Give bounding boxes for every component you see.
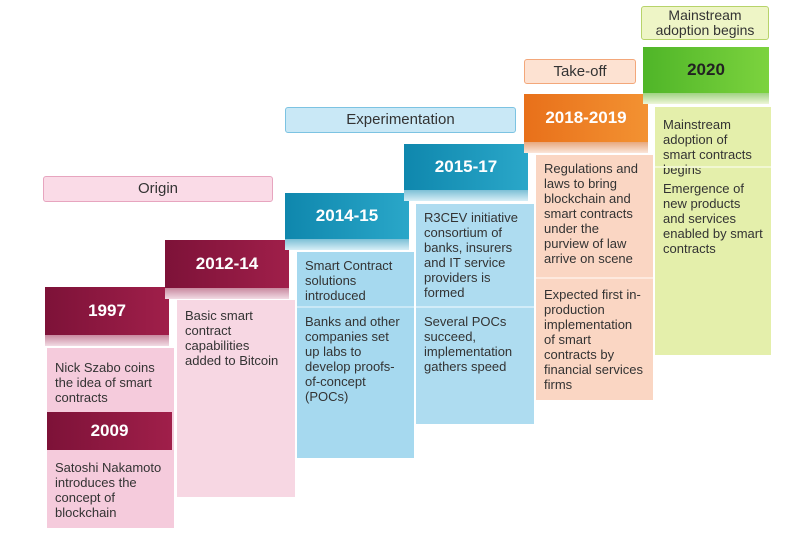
text-2014-15-b: Banks and other companies set up labs to…	[305, 314, 400, 404]
phase-label-experimentation: Experimentation	[285, 107, 516, 133]
text-2020-a: Mainstream adoption of smart contracts b…	[663, 117, 752, 177]
divider-2018-2019	[536, 277, 653, 279]
text-2009: Satoshi Nakamoto introduces the concept …	[55, 460, 162, 520]
text-2014-15-a: Smart Contract solutions introduced	[305, 258, 393, 303]
year-header-2009: 2009	[47, 412, 172, 450]
text-2015-17-b: Several POCs succeed, implementation gat…	[424, 314, 513, 374]
text-2015-17-a: R3CEV initiative consortium of banks, in…	[424, 210, 518, 300]
phase-label-mainstream-text: Mainstream adoption begins	[655, 7, 755, 38]
year-label-2009: 2009	[90, 421, 129, 440]
shadow-2020	[643, 93, 769, 104]
phase-label-mainstream: Mainstream adoption begins	[641, 6, 769, 40]
panel-2012-14	[177, 300, 295, 497]
phase-label-origin-text: Origin	[137, 180, 178, 198]
year-header-2014-15: 2014-15	[285, 193, 409, 239]
shadow-2015-17	[404, 190, 528, 201]
text-2018-2019-b: Expected first in-production implementat…	[544, 287, 643, 392]
shadow-2012-14	[165, 288, 289, 299]
year-header-2012-14: 2012-14	[165, 240, 289, 288]
phase-label-origin: Origin	[43, 176, 273, 202]
text-2020-b: Emergence of new products and services e…	[663, 181, 763, 256]
year-label-2014-15: 2014-15	[315, 206, 379, 225]
year-header-2020: 2020	[643, 47, 769, 93]
year-label-2020: 2020	[687, 60, 725, 79]
year-header-1997: 1997	[45, 287, 169, 335]
year-header-2015-17: 2015-17	[404, 144, 528, 190]
panel-2015-17	[416, 204, 534, 424]
year-header-2018-2019: 2018-2019	[524, 94, 648, 142]
divider-2020	[655, 166, 771, 168]
panel-2014-15	[297, 252, 414, 458]
phase-label-experimentation-text: Experimentation	[346, 111, 455, 129]
year-label-2012-14: 2012-14	[195, 254, 259, 273]
year-label-1997: 1997	[88, 301, 126, 320]
phase-label-takeoff-text: Take-off	[553, 62, 607, 80]
shadow-1997	[45, 335, 169, 346]
text-2018-2019-a: Regulations and laws to bring blockchain…	[544, 161, 638, 266]
shadow-2018-2019	[524, 142, 648, 153]
divider-2014-15	[297, 306, 414, 308]
shadow-2014-15	[285, 239, 409, 250]
panel-2020	[655, 107, 771, 355]
year-label-2018-2019: 2018-2019	[545, 108, 627, 127]
text-1997: Nick Szabo coins the idea of smart contr…	[55, 360, 155, 405]
phase-label-takeoff: Take-off	[524, 59, 636, 84]
divider-2015-17	[416, 306, 534, 308]
year-label-2015-17: 2015-17	[434, 157, 498, 176]
text-2012-14: Basic smart contract capabilities added …	[185, 308, 279, 368]
